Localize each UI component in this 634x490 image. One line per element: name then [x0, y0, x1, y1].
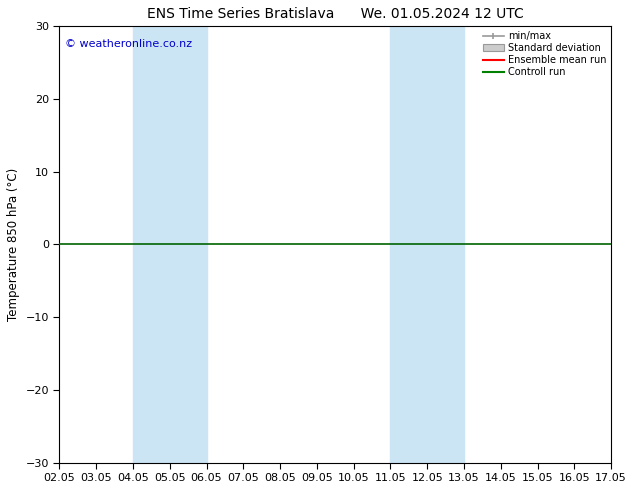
Text: © weatheronline.co.nz: © weatheronline.co.nz — [65, 39, 192, 49]
Bar — [133, 26, 207, 463]
Bar — [391, 26, 464, 463]
Title: ENS Time Series Bratislava      We. 01.05.2024 12 UTC: ENS Time Series Bratislava We. 01.05.202… — [147, 7, 524, 21]
Y-axis label: Temperature 850 hPa (°C): Temperature 850 hPa (°C) — [7, 168, 20, 321]
Legend: min/max, Standard deviation, Ensemble mean run, Controll run: min/max, Standard deviation, Ensemble me… — [481, 29, 608, 79]
